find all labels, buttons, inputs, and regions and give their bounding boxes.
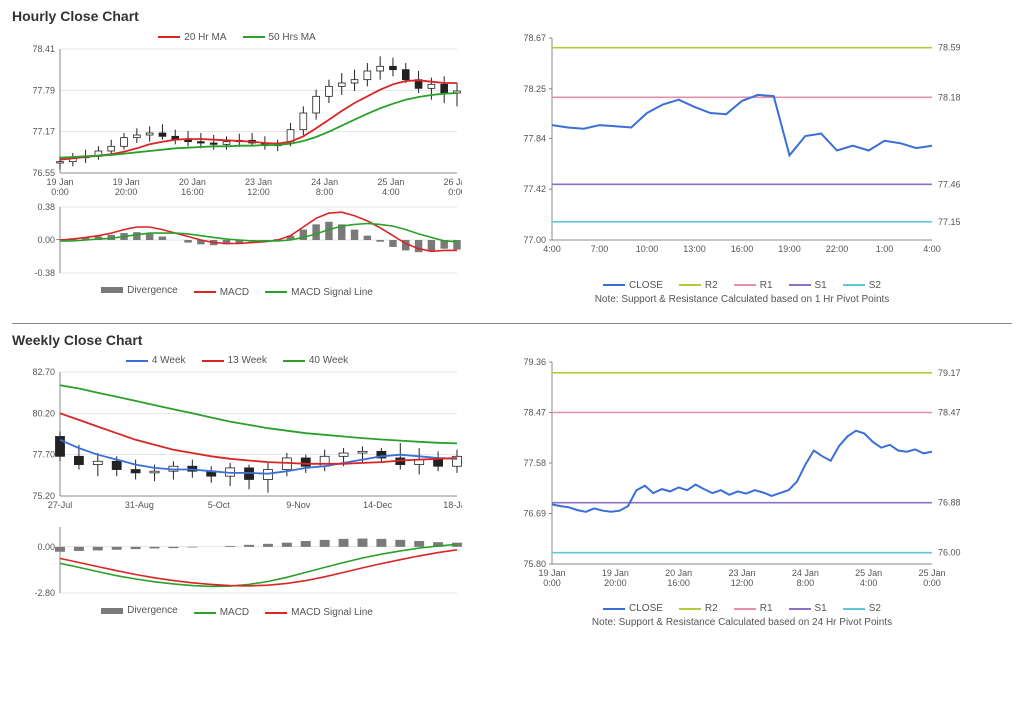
svg-text:80.20: 80.20 (32, 408, 55, 418)
weekly-pivot-legend: CLOSER2R1S1S2 (502, 602, 982, 615)
svg-text:20:00: 20:00 (604, 578, 627, 588)
svg-text:16:00: 16:00 (731, 244, 754, 254)
svg-text:19:00: 19:00 (778, 244, 801, 254)
svg-text:23 Jan: 23 Jan (728, 568, 755, 578)
svg-text:9-Nov: 9-Nov (286, 500, 311, 510)
svg-text:0:00: 0:00 (923, 578, 941, 588)
svg-text:-0.38: -0.38 (34, 268, 55, 278)
svg-text:10:00: 10:00 (636, 244, 659, 254)
svg-text:8:00: 8:00 (797, 578, 815, 588)
svg-text:79.17: 79.17 (938, 367, 961, 377)
weekly-macd-legend: DivergenceMACDMACD Signal Line (12, 605, 462, 618)
svg-text:19 Jan: 19 Jan (46, 177, 73, 187)
svg-text:77.15: 77.15 (938, 217, 961, 227)
svg-text:22:00: 22:00 (826, 244, 849, 254)
svg-text:20 Jan: 20 Jan (665, 568, 692, 578)
svg-text:77.58: 77.58 (523, 458, 546, 468)
hourly-pivot-note: Note: Support & Resistance Calculated ba… (502, 294, 982, 305)
weekly-pivot-note: Note: Support & Resistance Calculated ba… (502, 617, 982, 628)
svg-text:78.41: 78.41 (32, 45, 55, 54)
weekly-macd-chart: -2.80 0.00 DivergenceMACDMACD Signal Line (12, 523, 462, 618)
svg-text:76.00: 76.00 (938, 547, 961, 557)
weekly-price-legend: 4 Week13 Week40 Week (12, 354, 462, 367)
svg-text:4:00: 4:00 (382, 187, 400, 197)
svg-text:16:00: 16:00 (667, 578, 690, 588)
svg-text:20:00: 20:00 (115, 187, 138, 197)
weekly-section: Weekly Close Chart 4 Week13 Week40 Week … (0, 324, 1024, 637)
svg-text:0.00: 0.00 (37, 235, 55, 245)
svg-text:78.47: 78.47 (938, 407, 961, 417)
svg-text:4:00: 4:00 (860, 578, 878, 588)
svg-text:82.70: 82.70 (32, 368, 55, 377)
svg-text:13:00: 13:00 (683, 244, 706, 254)
svg-text:18-Jan: 18-Jan (443, 500, 462, 510)
svg-text:4:00: 4:00 (923, 244, 941, 254)
svg-text:4:00: 4:00 (543, 244, 561, 254)
svg-text:24 Jan: 24 Jan (311, 177, 338, 187)
svg-text:77.70: 77.70 (32, 450, 55, 460)
hourly-pivot-chart: 77.0077.4277.8478.2578.674:007:0010:0013… (502, 30, 982, 305)
svg-text:76.88: 76.88 (938, 497, 961, 507)
svg-text:12:00: 12:00 (731, 578, 754, 588)
svg-text:24 Jan: 24 Jan (792, 568, 819, 578)
hourly-price-chart: 20 Hr MA50 Hrs MA 76.5577.1777.7978.4119… (12, 30, 462, 203)
hourly-section: Hourly Close Chart 20 Hr MA50 Hrs MA 76.… (0, 0, 1024, 313)
svg-text:27-Jul: 27-Jul (48, 500, 73, 510)
hourly-title: Hourly Close Chart (12, 8, 1012, 24)
svg-text:20 Jan: 20 Jan (179, 177, 206, 187)
svg-text:79.36: 79.36 (523, 357, 546, 367)
weekly-title: Weekly Close Chart (12, 332, 1012, 348)
svg-text:1:00: 1:00 (876, 244, 894, 254)
weekly-price-chart: 4 Week13 Week40 Week 75.2077.7080.2082.7… (12, 354, 462, 524)
svg-text:14-Dec: 14-Dec (363, 500, 393, 510)
svg-text:16:00: 16:00 (181, 187, 204, 197)
svg-text:78.25: 78.25 (523, 84, 546, 94)
svg-text:77.42: 77.42 (523, 184, 546, 194)
svg-text:0.38: 0.38 (37, 203, 55, 212)
hourly-price-legend: 20 Hr MA50 Hrs MA (12, 30, 462, 43)
svg-text:78.59: 78.59 (938, 43, 961, 53)
svg-text:5-Oct: 5-Oct (208, 500, 231, 510)
svg-text:76.69: 76.69 (523, 508, 546, 518)
svg-text:77.84: 77.84 (523, 133, 546, 143)
svg-text:12:00: 12:00 (247, 187, 270, 197)
svg-text:0:00: 0:00 (51, 187, 69, 197)
svg-text:78.18: 78.18 (938, 92, 961, 102)
svg-text:19 Jan: 19 Jan (113, 177, 140, 187)
hourly-pivot-legend: CLOSER2R1S1S2 (502, 278, 982, 291)
svg-text:78.67: 78.67 (523, 33, 546, 43)
svg-text:19 Jan: 19 Jan (538, 568, 565, 578)
svg-text:77.17: 77.17 (32, 126, 55, 136)
weekly-pivot-chart: 75.8076.6977.5878.4779.3619 Jan0:0019 Ja… (502, 354, 982, 629)
svg-text:25 Jan: 25 Jan (918, 568, 945, 578)
svg-text:31-Aug: 31-Aug (125, 500, 154, 510)
svg-text:78.47: 78.47 (523, 407, 546, 417)
svg-text:0:00: 0:00 (448, 187, 462, 197)
svg-text:77.79: 77.79 (32, 85, 55, 95)
svg-text:-2.80: -2.80 (34, 588, 55, 598)
hourly-macd-legend: DivergenceMACDMACD Signal Line (12, 285, 462, 298)
svg-text:0.00: 0.00 (37, 542, 55, 552)
svg-text:0:00: 0:00 (543, 578, 561, 588)
svg-text:8:00: 8:00 (316, 187, 334, 197)
svg-text:19 Jan: 19 Jan (602, 568, 629, 578)
svg-text:7:00: 7:00 (591, 244, 609, 254)
hourly-macd-chart: -0.38 0.00 0.38 DivergenceMACDMACD Signal … (12, 203, 462, 298)
svg-text:25 Jan: 25 Jan (377, 177, 404, 187)
svg-text:26 Jan: 26 Jan (443, 177, 462, 187)
svg-text:25 Jan: 25 Jan (855, 568, 882, 578)
svg-text:23 Jan: 23 Jan (245, 177, 272, 187)
svg-text:77.46: 77.46 (938, 179, 961, 189)
